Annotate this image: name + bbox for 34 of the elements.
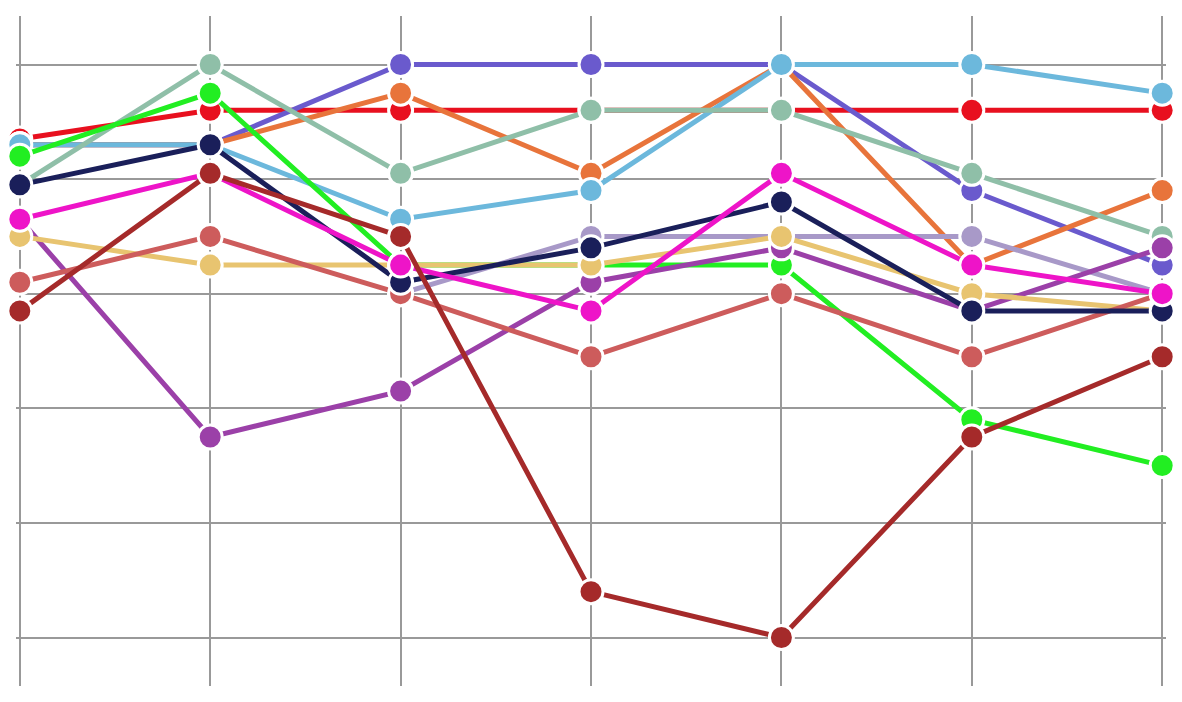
point <box>1148 177 1176 205</box>
point <box>958 51 986 78</box>
point <box>387 222 415 250</box>
point <box>196 51 224 78</box>
point <box>577 578 605 606</box>
point <box>577 51 605 78</box>
point <box>577 343 605 371</box>
point <box>577 297 605 325</box>
point <box>767 159 795 187</box>
point <box>6 297 34 325</box>
point <box>6 142 34 170</box>
point <box>958 159 986 187</box>
point <box>1148 79 1176 107</box>
point <box>196 222 224 250</box>
point <box>577 234 605 262</box>
point <box>387 79 415 107</box>
point <box>577 177 605 205</box>
point <box>1148 343 1176 371</box>
point <box>958 222 986 250</box>
point <box>958 343 986 371</box>
point <box>196 79 224 107</box>
point <box>387 51 415 78</box>
point <box>387 377 415 405</box>
point <box>387 159 415 187</box>
point <box>1148 452 1176 480</box>
point <box>1148 234 1176 262</box>
point <box>767 624 795 651</box>
point <box>767 188 795 216</box>
point <box>6 268 34 296</box>
point <box>767 280 795 308</box>
point <box>958 423 986 451</box>
point <box>196 423 224 451</box>
point <box>958 96 986 124</box>
point <box>196 251 224 279</box>
